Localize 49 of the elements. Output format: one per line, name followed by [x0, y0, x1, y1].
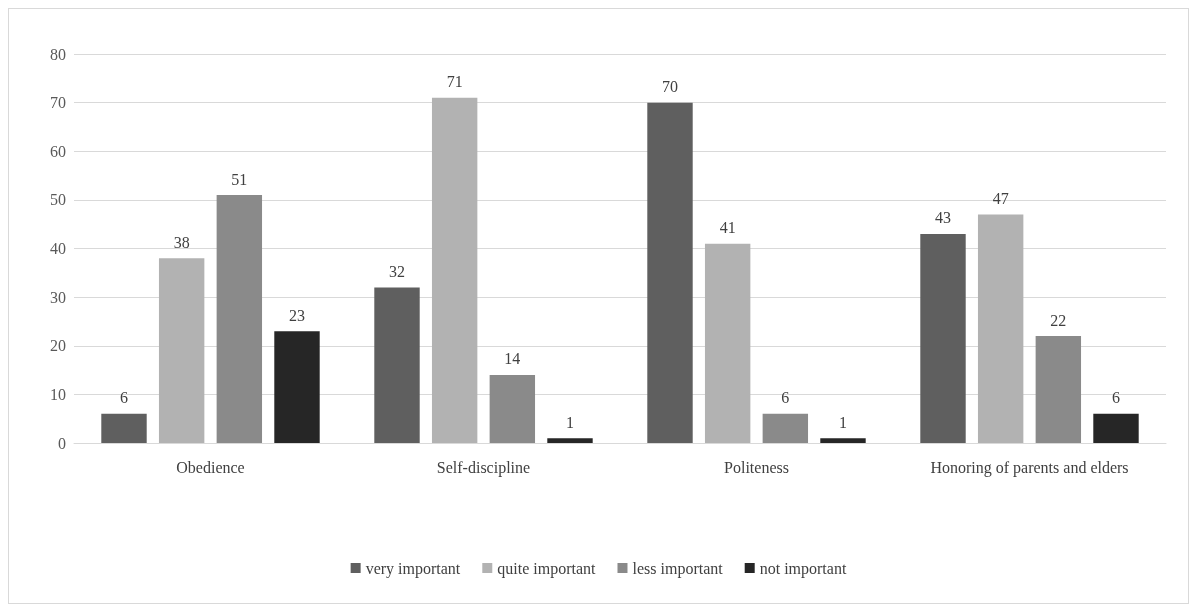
bar	[704, 243, 751, 443]
bar	[1093, 413, 1139, 443]
y-tick-label: 60	[50, 142, 66, 160]
legend-label: less important	[632, 559, 724, 578]
bar	[274, 331, 320, 443]
data-label: 6	[781, 389, 790, 407]
data-label: 38	[173, 233, 190, 251]
bar	[431, 97, 478, 443]
data-label: 1	[566, 413, 574, 431]
y-tick-label: 80	[50, 45, 66, 63]
y-tick-label: 0	[58, 434, 66, 452]
data-label: 43	[935, 209, 951, 227]
x-tick-label: Self-discipline	[436, 458, 531, 477]
data-label: 14	[504, 350, 521, 368]
bar	[647, 102, 693, 443]
legend-label: not important	[759, 559, 847, 578]
bar	[547, 438, 593, 443]
y-tick-label: 50	[50, 191, 66, 209]
bar	[489, 374, 536, 443]
data-label: 1	[839, 413, 847, 431]
bar	[101, 413, 147, 443]
bar	[374, 287, 420, 443]
x-tick-label: Politeness	[724, 458, 789, 476]
data-label: 51	[231, 170, 248, 188]
data-label: 23	[289, 306, 305, 324]
data-label: 70	[662, 78, 678, 96]
data-label: 22	[1050, 311, 1067, 329]
data-label: 47	[992, 189, 1009, 207]
bar	[762, 413, 809, 443]
x-tick-label: Obedience	[176, 458, 245, 476]
bar	[977, 214, 1024, 443]
data-label: 6	[120, 389, 128, 407]
y-tick-label: 70	[50, 94, 66, 112]
bar	[820, 438, 866, 443]
x-tick-label: Honoring of parents and elders	[930, 458, 1129, 477]
legend-label: very important	[365, 559, 461, 578]
y-tick-label: 10	[50, 385, 66, 403]
data-label: 41	[719, 219, 736, 237]
bar	[216, 195, 263, 443]
legend-label: quite important	[497, 559, 597, 578]
bar	[1035, 336, 1082, 443]
data-label: 71	[446, 73, 463, 91]
bar	[920, 233, 966, 443]
bar	[158, 258, 205, 443]
data-label: 6	[1112, 389, 1120, 407]
data-label: 32	[389, 262, 405, 280]
y-tick-label: 40	[50, 240, 66, 257]
y-tick-label: 30	[50, 288, 66, 306]
y-tick-label: 20	[50, 337, 66, 355]
